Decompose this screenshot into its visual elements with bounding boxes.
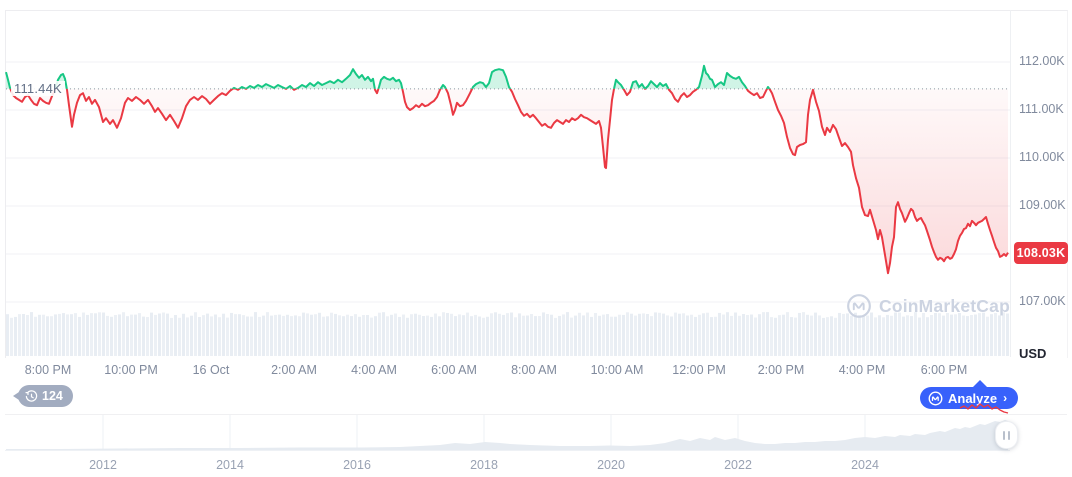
time-axis-tick: 2:00 PM <box>757 363 805 377</box>
time-axis-tick: 10:00 PM <box>104 363 158 377</box>
time-axis-tick: 2:00 AM <box>271 363 317 377</box>
time-axis-tick: 4:00 AM <box>351 363 397 377</box>
chevron-right-icon: › <box>1003 391 1008 405</box>
price-axis-tick: 107.00K <box>1019 294 1066 308</box>
time-axis-tick: 16 Oct <box>192 363 230 377</box>
time-axis: 8:00 PM 10:00 PM 16 Oct 2:00 AM 4:00 AM 6:00 … <box>0 363 1012 381</box>
year-axis-tick: 2014 <box>216 458 244 472</box>
price-axis-tick: 109.00K <box>1019 198 1066 212</box>
analyze-button[interactable]: Analyze › <box>920 387 1019 409</box>
price-chart[interactable] <box>0 0 1012 362</box>
watermark-text: CoinMarketCap <box>879 295 1010 316</box>
history-count-badge[interactable]: 124 <box>13 385 73 407</box>
range-minimap[interactable] <box>6 400 1010 455</box>
currency-label: USD <box>1019 346 1047 361</box>
history-clock-icon <box>25 389 38 402</box>
time-axis-tick: 8:00 AM <box>511 363 557 377</box>
time-axis-tick: 4:00 PM <box>838 363 886 377</box>
range-handle[interactable] <box>995 421 1018 449</box>
year-axis-tick: 2022 <box>724 458 752 472</box>
time-axis-tick: 8:00 PM <box>24 363 72 377</box>
year-axis-tick: 2012 <box>89 458 117 472</box>
analyze-label: Analyze <box>948 390 998 406</box>
year-axis-tick: 2020 <box>597 458 625 472</box>
analyze-caret <box>972 380 988 388</box>
year-axis-tick: 2016 <box>343 458 371 472</box>
price-axis-tick: 110.00K <box>1019 150 1065 164</box>
time-axis-tick: 6:00 AM <box>431 363 477 377</box>
price-axis-tick: 112.00K <box>1019 54 1065 68</box>
reference-price-label: 111.44K <box>11 81 65 96</box>
minimap-top-border <box>5 414 1067 415</box>
coinmarketcap-logo-icon <box>847 294 871 318</box>
coinmarketcap-watermark: CoinMarketCap <box>846 293 1010 319</box>
year-axis-tick: 2018 <box>470 458 498 472</box>
chart-card-border <box>5 10 1068 358</box>
axis-separator <box>1010 10 1011 357</box>
price-axis-tick: 111.00K <box>1019 102 1064 116</box>
time-axis-tick: 10:00 AM <box>590 363 644 377</box>
coinmarketcap-logo-icon <box>928 391 943 405</box>
history-count: 124 <box>42 389 63 403</box>
time-axis-tick: 6:00 PM <box>920 363 968 377</box>
year-axis: 2012 2014 2016 2018 2020 2022 2024 <box>0 458 1012 474</box>
price-axis: USD 112.00K 111.00K 110.00K 109.00K 107.00K 1… <box>1012 0 1072 362</box>
year-axis-tick: 2024 <box>851 458 879 472</box>
minimap-bottom-border <box>5 450 1010 451</box>
last-price-badge: 108.03K <box>1014 241 1068 264</box>
time-axis-tick: 12:00 PM <box>672 363 726 377</box>
